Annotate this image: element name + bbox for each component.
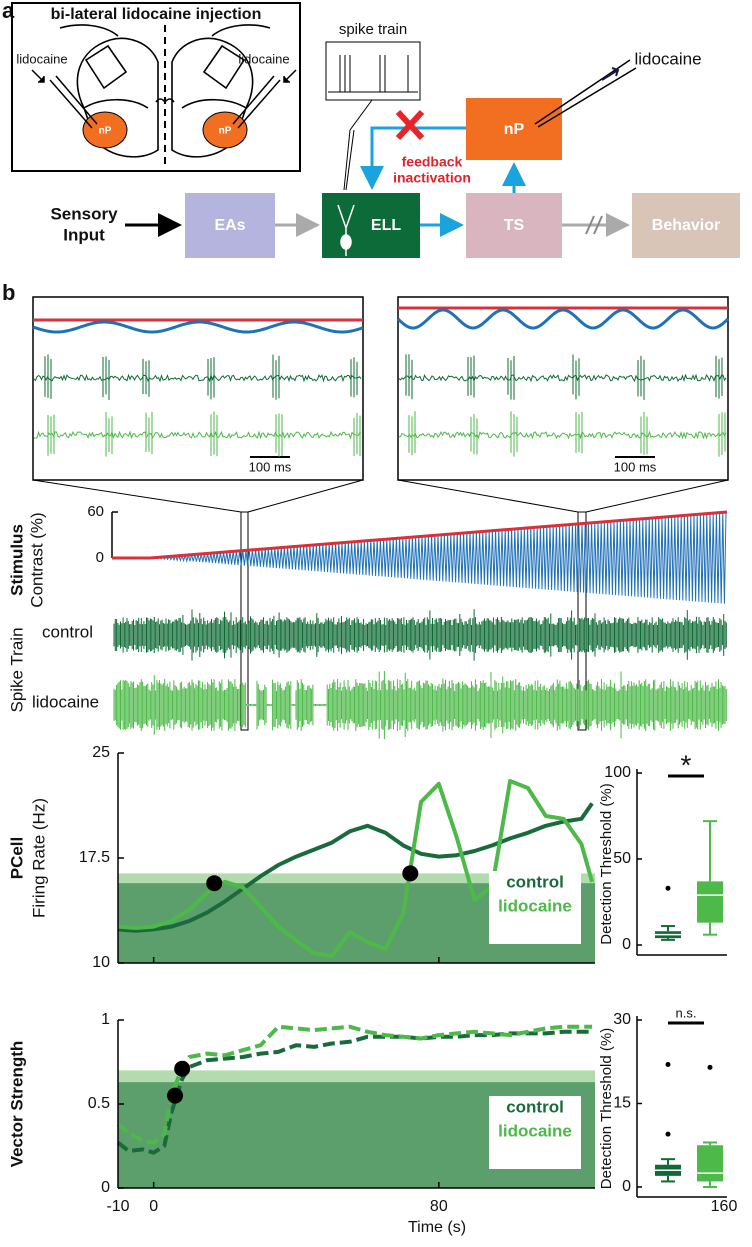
input-label: Sensory xyxy=(50,204,118,223)
data-line xyxy=(117,779,595,958)
chart-title: PCell xyxy=(7,837,26,880)
y-tick-label: 15 xyxy=(613,1095,631,1112)
x-tick-label: 0 xyxy=(149,1198,158,1215)
x-tick-label: 160 xyxy=(711,1198,738,1215)
feedback-label: feedback xyxy=(402,154,463,170)
np-box xyxy=(466,98,562,160)
spike-raster xyxy=(113,671,727,739)
outlier xyxy=(665,1131,671,1137)
y-tick-label: 100 xyxy=(604,764,631,781)
spike-train-label: spike train xyxy=(339,21,407,38)
y-tick-label: 0 xyxy=(622,936,631,953)
legend-label: control xyxy=(506,1097,564,1116)
y-tick-label: 50 xyxy=(613,850,631,867)
spike-train-drawing xyxy=(328,55,418,191)
legend-label: lidocaine xyxy=(498,1121,572,1140)
np-label: nP xyxy=(219,126,232,137)
np-label: nP xyxy=(99,126,112,137)
inset-stimulus xyxy=(396,308,730,330)
y-axis-label: Spike Train xyxy=(7,627,26,712)
y-tick-label: 10 xyxy=(92,954,110,971)
pipette xyxy=(534,59,637,128)
spike-train-box xyxy=(325,41,421,101)
y-tick-label: 25 xyxy=(92,744,110,761)
stage-label: ELL xyxy=(371,217,401,234)
x-axis-label: Time (s) xyxy=(408,1219,466,1236)
stage-label: TS xyxy=(504,217,525,234)
data-line xyxy=(117,802,594,933)
zoom-inset xyxy=(32,296,364,481)
scale-label: 100 ms xyxy=(249,459,292,474)
y-axis-label: Detection Threshold (%) xyxy=(598,783,615,944)
outlier xyxy=(707,1064,713,1070)
scale-label: 100 ms xyxy=(614,459,657,474)
arrows xyxy=(125,109,630,237)
stage-box xyxy=(185,193,275,258)
y-axis-label: Contrast (%) xyxy=(27,512,46,607)
spike-raster xyxy=(113,609,727,661)
significance-label: n.s. xyxy=(676,1005,697,1020)
inset-lidocaine: lidocaine xyxy=(16,51,67,66)
panel-label: b xyxy=(2,280,15,305)
y-tick-label: 0.5 xyxy=(88,1095,110,1112)
outlier xyxy=(665,1062,671,1068)
stage-box xyxy=(322,193,420,258)
stage-box xyxy=(632,193,740,258)
chart-title: Stimulus xyxy=(7,524,26,596)
stimulus-envelope xyxy=(112,510,728,560)
legend-box xyxy=(489,871,581,944)
inset-spikes xyxy=(398,411,727,457)
stage-box xyxy=(466,193,562,258)
legend-box xyxy=(489,1096,581,1169)
inset-spikes xyxy=(398,354,727,400)
chart-title: Vector Strength xyxy=(7,1041,26,1168)
inset-lidocaine: lidocaine xyxy=(238,51,289,66)
box xyxy=(697,881,723,923)
threshold-point xyxy=(206,875,223,892)
inset-stimulus xyxy=(32,320,364,334)
neuron-drawing xyxy=(337,204,355,256)
y-tick-label: 1 xyxy=(101,1011,110,1028)
significance-label: * xyxy=(681,749,692,780)
box xyxy=(697,1145,723,1182)
np-box-label: nP xyxy=(504,121,525,138)
feedback-label: inactivation xyxy=(393,170,471,186)
inset-title: bi-lateral lidocaine injection xyxy=(51,6,262,23)
y-axis-label: Firing Rate (Hz) xyxy=(29,798,48,918)
stimulus-carrier xyxy=(112,512,727,604)
x-tick-label: -10 xyxy=(106,1198,129,1215)
y-tick-label: 17.5 xyxy=(79,849,110,866)
input-label: Input xyxy=(63,225,105,244)
outlier xyxy=(665,885,671,891)
raster-label: control xyxy=(42,622,93,641)
legend-label: control xyxy=(506,872,564,891)
y-axis-label: Detection Threshold (%) xyxy=(598,1028,615,1189)
legend-label: lidocaine xyxy=(498,896,572,915)
y-tick-label: 0 xyxy=(96,549,104,566)
x-tick-label: 80 xyxy=(430,1198,448,1215)
inset-spikes xyxy=(33,354,362,400)
threshold-point xyxy=(174,1060,191,1077)
y-tick-label: 0 xyxy=(622,1178,631,1195)
y-tick-label: 0 xyxy=(101,1179,110,1196)
zoom-inset xyxy=(397,296,729,481)
y-tick-label: 60 xyxy=(87,503,104,520)
stage-label: EAs xyxy=(214,217,245,234)
inset-spikes xyxy=(33,411,362,457)
y-tick-label: 30 xyxy=(613,1011,631,1028)
raster-label: lidocaine xyxy=(32,692,99,711)
brain-drawing xyxy=(59,24,271,165)
pipette-label: lidocaine xyxy=(634,49,701,68)
inset-frame xyxy=(11,2,301,172)
threshold-point xyxy=(402,865,419,882)
pipettes xyxy=(31,69,297,129)
threshold-point xyxy=(167,1087,184,1104)
stage-label: Behavior xyxy=(652,217,720,234)
